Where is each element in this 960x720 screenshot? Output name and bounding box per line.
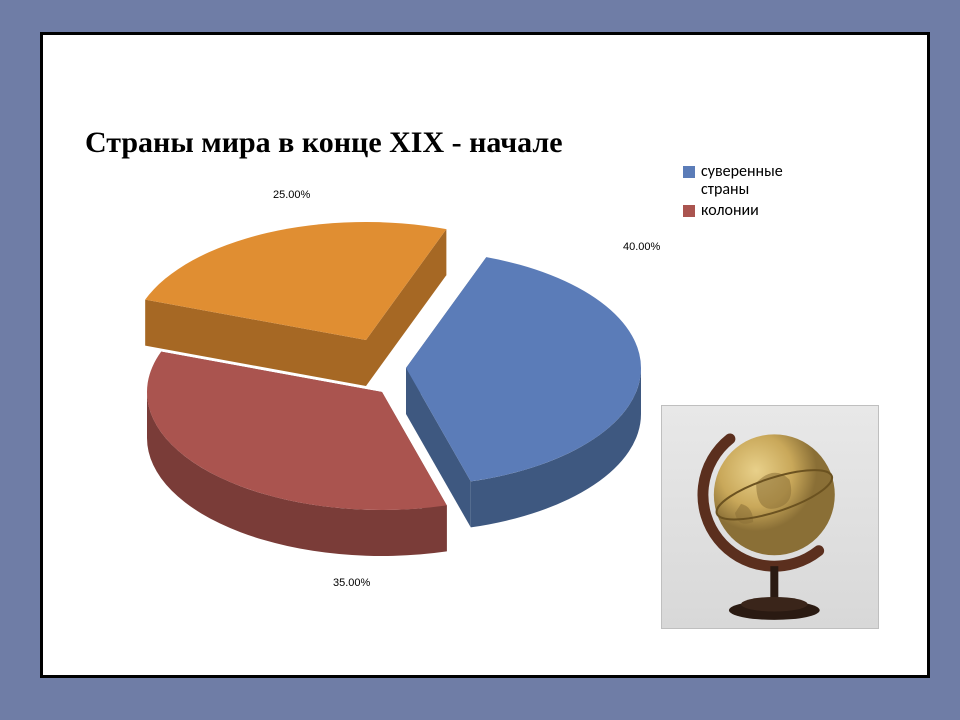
slide-canvas: Страны мира в конце XIX - начале XX века… xyxy=(0,0,960,720)
legend-item-1: колонии xyxy=(683,202,783,220)
pie-svg xyxy=(108,183,668,603)
pct-label-0: 40.00% xyxy=(623,241,660,253)
legend-text-0: суверенные страны xyxy=(701,163,783,198)
globe-icon xyxy=(662,406,878,628)
legend-text-1: колонии xyxy=(701,202,759,220)
content-frame: Страны мира в конце XIX - начале XX века… xyxy=(40,32,930,678)
legend-swatch-0 xyxy=(683,166,695,178)
globe-image xyxy=(661,405,879,629)
legend-swatch-1 xyxy=(683,205,695,217)
pie-chart xyxy=(108,183,668,603)
legend-item-0: суверенные страны xyxy=(683,163,783,198)
pct-label-1: 35.00% xyxy=(333,577,370,589)
legend: суверенные страны колонии xyxy=(683,163,783,224)
title-line-1: Страны мира в конце XIX - начале xyxy=(85,126,563,161)
pct-label-2: 25.00% xyxy=(273,189,310,201)
